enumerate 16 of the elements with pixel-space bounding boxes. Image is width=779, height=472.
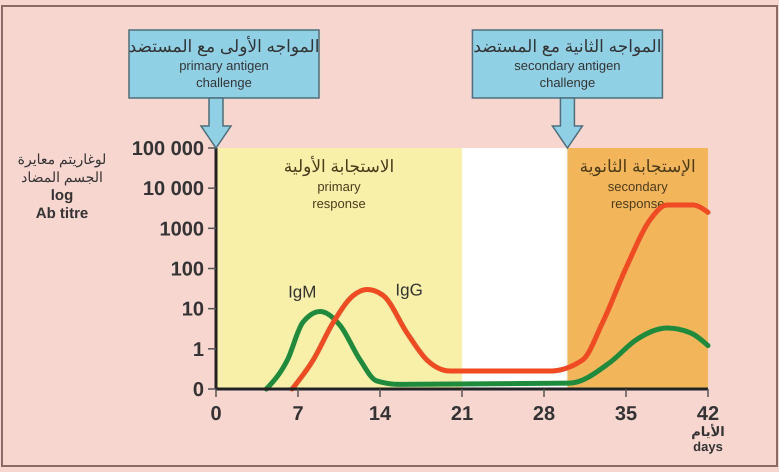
x-tick-label: 14 bbox=[368, 403, 392, 425]
x-tick-label: 7 bbox=[292, 403, 304, 425]
y-tick-label: 1 bbox=[192, 338, 204, 361]
series-label: IgM bbox=[288, 282, 316, 302]
y-tick-label: 1000 bbox=[160, 218, 204, 240]
x-tick-label: 42 bbox=[696, 403, 720, 425]
x-tick-label: 35 bbox=[614, 403, 638, 425]
x-tick-label: 28 bbox=[532, 403, 556, 425]
y-tick-label: 0 bbox=[192, 379, 204, 401]
y-tick-label: 10 bbox=[182, 298, 204, 321]
x-tick-label: 21 bbox=[450, 403, 474, 425]
y-tick-label: 100 000 bbox=[132, 138, 204, 160]
x-tick-label: 0 bbox=[210, 403, 222, 425]
y-tick-label: 10 000 bbox=[142, 178, 204, 200]
y-tick-label: 100 bbox=[170, 258, 204, 280]
series-label: IgG bbox=[395, 280, 423, 300]
